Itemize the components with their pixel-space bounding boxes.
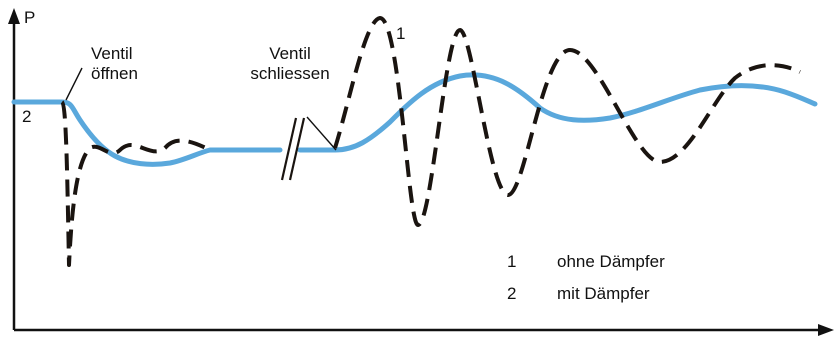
curve-without-damper — [60, 16, 801, 267]
x-axis-arrow — [818, 324, 834, 336]
break-mark-right — [288, 117, 306, 181]
break-mark-left — [280, 117, 298, 181]
valve-close-label: Ventil schliessen — [250, 44, 330, 83]
valve-open-leader — [65, 67, 83, 101]
curve2-marker: 2 — [22, 107, 32, 126]
valve-close-leader — [306, 116, 337, 151]
curve-with-damper — [11, 72, 818, 167]
y-axis-label: P — [24, 8, 36, 27]
legend-item-1-text: ohne Dämpfer — [557, 252, 665, 271]
valve-open-label: Ventil öffnen — [91, 44, 138, 83]
legend-item-2-number: 2 — [507, 284, 517, 303]
legend-item-1-number: 1 — [507, 252, 517, 271]
curve1-marker: 1 — [396, 24, 406, 43]
y-axis-arrow — [8, 8, 20, 24]
legend-item-2-text: mit Dämpfer — [557, 284, 650, 303]
